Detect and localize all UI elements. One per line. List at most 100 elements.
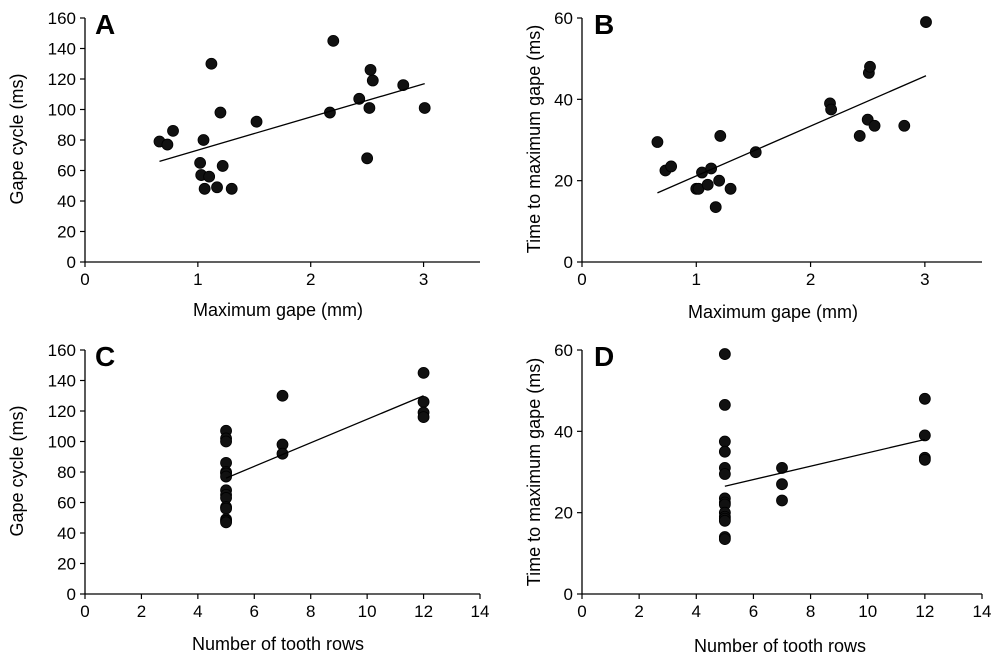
x-tick-label: 10 bbox=[358, 602, 377, 621]
data-point bbox=[418, 102, 431, 114]
x-tick-label: 0 bbox=[80, 270, 89, 289]
y-tick-label: 80 bbox=[57, 131, 76, 150]
y-tick-label: 120 bbox=[48, 70, 76, 89]
panel-d-y-axis-title: Time to maximum gape (ms) bbox=[524, 358, 544, 586]
y-tick-label: 20 bbox=[57, 555, 76, 574]
x-tick-label: 0 bbox=[577, 602, 586, 621]
y-tick-label: 60 bbox=[554, 341, 573, 360]
panel-d: D Number of tooth rows Time to maximum g… bbox=[524, 341, 991, 656]
y-tick-label: 20 bbox=[57, 223, 76, 242]
data-point bbox=[920, 16, 932, 28]
data-point bbox=[718, 514, 731, 527]
data-point bbox=[898, 119, 911, 132]
data-point bbox=[205, 57, 218, 70]
x-tick-label: 12 bbox=[915, 602, 934, 621]
y-tick-label: 60 bbox=[554, 9, 573, 28]
data-point bbox=[776, 494, 788, 507]
data-point bbox=[220, 502, 232, 515]
y-tick-label: 40 bbox=[554, 90, 573, 109]
data-point bbox=[714, 130, 727, 142]
y-tick-label: 20 bbox=[554, 504, 573, 523]
x-tick-label: 2 bbox=[306, 270, 315, 289]
y-tick-label: 160 bbox=[48, 9, 76, 28]
x-tick-label: 8 bbox=[306, 602, 315, 621]
data-point bbox=[225, 182, 238, 195]
y-tick-label: 80 bbox=[57, 463, 76, 482]
x-tick-label: 3 bbox=[920, 270, 929, 289]
x-tick-label: 1 bbox=[692, 270, 701, 289]
x-tick-label: 4 bbox=[692, 602, 701, 621]
data-point bbox=[211, 181, 223, 194]
data-point bbox=[718, 435, 731, 448]
x-tick-label: 4 bbox=[193, 602, 202, 621]
panel-c-trendline bbox=[225, 395, 424, 479]
y-tick-label: 120 bbox=[48, 402, 76, 421]
x-tick-label: 8 bbox=[806, 602, 815, 621]
data-point bbox=[868, 119, 881, 132]
data-point bbox=[363, 102, 376, 114]
y-tick-label: 0 bbox=[67, 253, 76, 272]
data-point bbox=[327, 34, 340, 47]
data-point bbox=[417, 411, 430, 424]
panel-a-trendline bbox=[159, 82, 425, 162]
data-point bbox=[709, 201, 722, 214]
data-point bbox=[918, 429, 931, 442]
panel-c-letter: C bbox=[95, 341, 115, 372]
data-point bbox=[718, 348, 731, 360]
data-point bbox=[651, 136, 664, 148]
x-tick-label: 0 bbox=[80, 602, 89, 621]
y-tick-label: 0 bbox=[564, 253, 573, 272]
x-tick-label: 14 bbox=[471, 602, 490, 621]
data-point bbox=[364, 63, 377, 76]
data-point bbox=[718, 398, 731, 411]
x-tick-label: 0 bbox=[577, 270, 586, 289]
y-tick-label: 60 bbox=[57, 494, 76, 513]
y-tick-label: 0 bbox=[67, 585, 76, 604]
data-point bbox=[216, 160, 229, 172]
y-tick-label: 60 bbox=[57, 162, 76, 181]
panel-d-x-axis-title: Number of tooth rows bbox=[694, 636, 866, 656]
data-point bbox=[276, 447, 289, 460]
data-point bbox=[250, 115, 263, 128]
y-tick-label: 20 bbox=[554, 172, 573, 191]
panel-d-letter: D bbox=[594, 341, 614, 372]
data-point bbox=[918, 392, 931, 405]
x-tick-label: 2 bbox=[806, 270, 815, 289]
panel-b-x-axis-title: Maximum gape (mm) bbox=[688, 302, 858, 322]
data-point bbox=[724, 182, 737, 195]
data-point bbox=[718, 533, 731, 545]
x-tick-label: 3 bbox=[419, 270, 428, 289]
data-point bbox=[718, 445, 731, 458]
data-point bbox=[197, 134, 210, 146]
y-tick-label: 140 bbox=[48, 372, 76, 391]
data-point bbox=[194, 156, 207, 169]
data-point bbox=[220, 516, 232, 529]
data-point bbox=[198, 182, 211, 195]
data-point bbox=[161, 138, 174, 151]
x-tick-label: 6 bbox=[250, 602, 259, 621]
x-tick-label: 12 bbox=[414, 602, 433, 621]
x-tick-label: 1 bbox=[193, 270, 202, 289]
data-point bbox=[220, 470, 232, 483]
panel-b-letter: B bbox=[594, 9, 614, 40]
y-tick-label: 0 bbox=[564, 585, 573, 604]
y-tick-label: 100 bbox=[48, 101, 76, 120]
panel-a: A Maximum gape (mm) Gape cycle (ms) 0 1 2 3… bbox=[7, 9, 480, 320]
data-point bbox=[276, 389, 289, 402]
data-point bbox=[864, 60, 876, 73]
x-tick-label: 2 bbox=[634, 602, 643, 621]
data-point bbox=[853, 130, 866, 142]
data-point bbox=[776, 478, 788, 491]
x-tick-label: 10 bbox=[858, 602, 877, 621]
data-point bbox=[417, 366, 430, 379]
y-tick-label: 40 bbox=[57, 192, 76, 211]
panel-d-trendline bbox=[724, 438, 926, 487]
data-point bbox=[918, 453, 931, 466]
panel-a-letter: A bbox=[95, 9, 115, 40]
panel-b-y-axis-title: Time to maximum gape (ms) bbox=[524, 25, 544, 253]
panel-c-y-axis-title: Gape cycle (ms) bbox=[7, 405, 27, 536]
data-point bbox=[220, 435, 232, 448]
x-tick-label: 2 bbox=[137, 602, 146, 621]
data-point bbox=[203, 170, 216, 183]
